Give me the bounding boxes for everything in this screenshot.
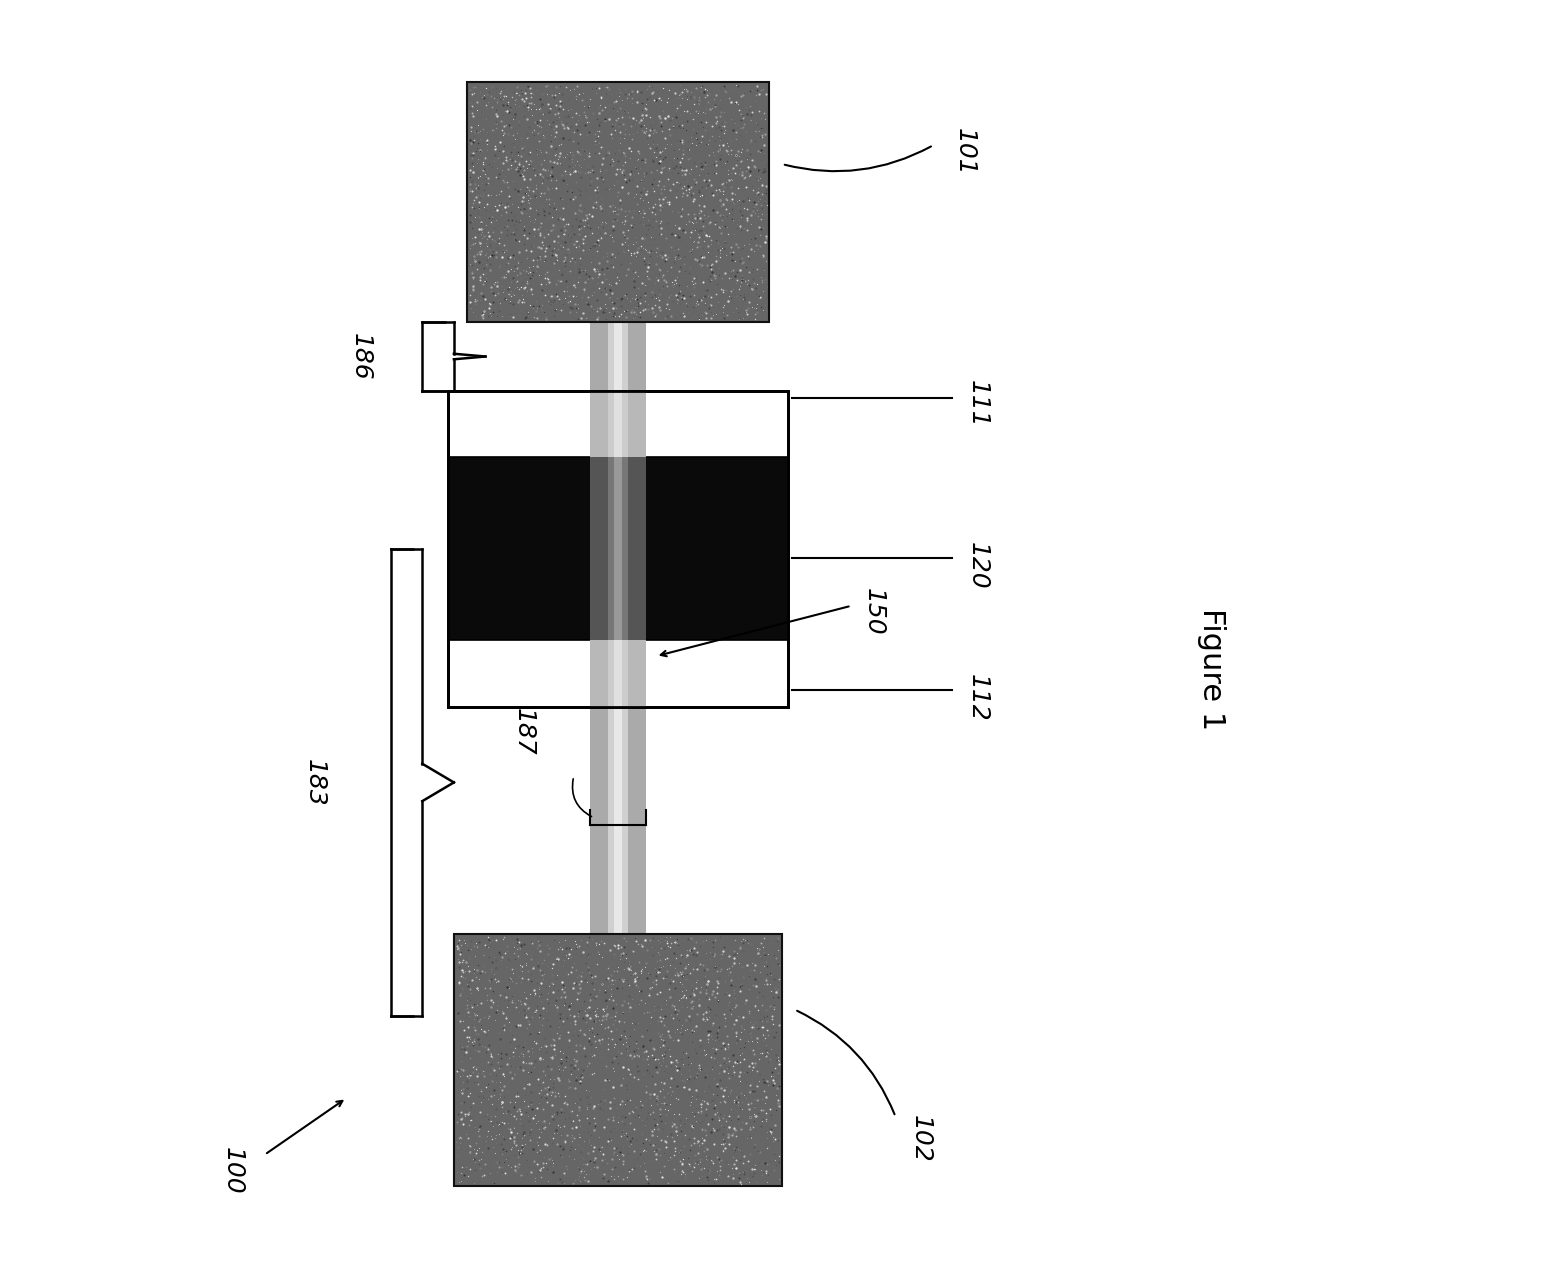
Bar [608, 82, 627, 1180]
Text: 186: 186 [349, 333, 372, 381]
Bar [447, 458, 788, 641]
Text: 100: 100 [221, 1147, 246, 1195]
Bar [613, 458, 622, 641]
Bar [447, 391, 788, 707]
Bar [454, 934, 782, 1186]
Bar [590, 458, 646, 641]
Bar [466, 82, 769, 322]
Text: Figure 1: Figure 1 [1196, 608, 1226, 729]
Bar [447, 391, 788, 707]
Text: 101: 101 [952, 127, 978, 175]
Bar [590, 82, 646, 1180]
Text: 187: 187 [511, 708, 535, 756]
Bar [613, 82, 622, 1180]
Text: 102: 102 [909, 1114, 932, 1162]
Bar [608, 458, 627, 641]
Text: 183: 183 [303, 758, 327, 806]
Text: 150: 150 [862, 588, 887, 636]
Bar [590, 391, 646, 707]
Bar [613, 391, 622, 707]
Text: 112: 112 [965, 674, 990, 722]
Text: 120: 120 [965, 541, 990, 589]
Bar [608, 391, 627, 707]
Text: 111: 111 [965, 380, 990, 428]
